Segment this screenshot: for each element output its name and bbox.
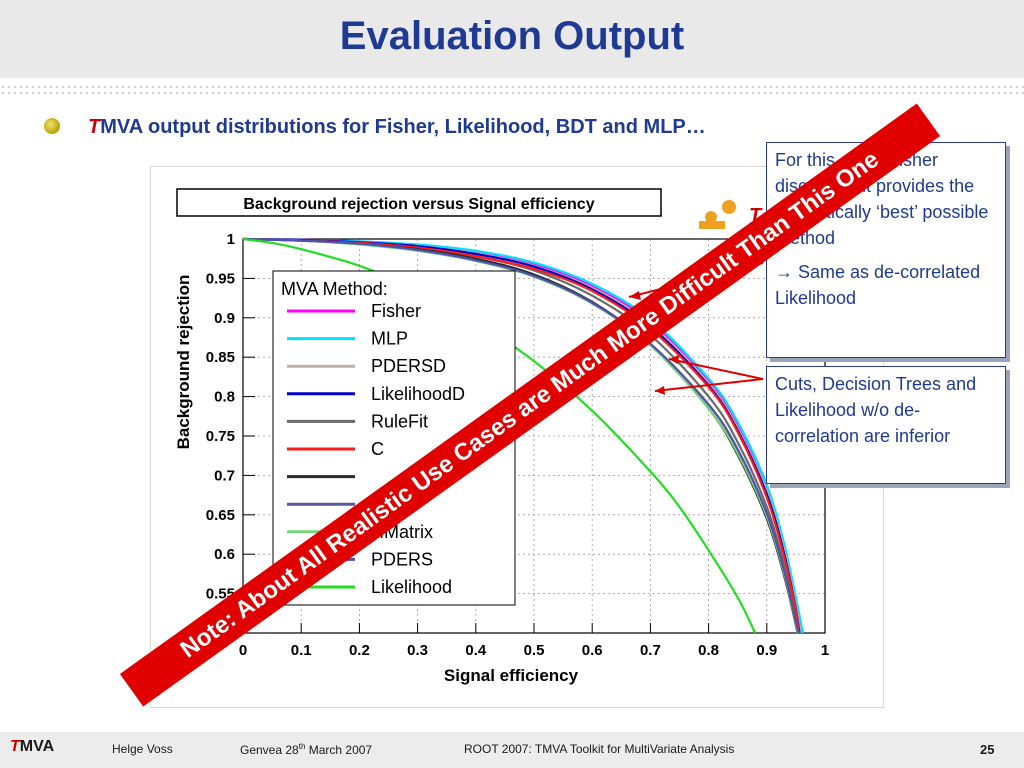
y-tick-label: 0.9 [214, 310, 235, 327]
x-tick-label: 0.3 [407, 642, 428, 659]
footer-date-sup: th [298, 742, 306, 751]
footer-date-rest: March 2007 [305, 743, 373, 757]
x-tick-label: 1 [821, 642, 829, 659]
x-tick-label: 0.6 [582, 642, 603, 659]
inferior-note-text: Cuts, Decision Trees and Likelihood w/o … [775, 374, 977, 446]
x-axis-label: Signal efficiency [444, 666, 579, 685]
x-tick-label: 0.5 [524, 642, 545, 659]
legend-label: Fisher [371, 301, 421, 321]
roc-curve-likelihood [242, 237, 757, 634]
footer-conference: ROOT 2007: TMVA Toolkit for MultiVariate… [464, 742, 735, 756]
x-tick-label: 0.1 [291, 642, 312, 659]
fisher-note-text2: Same as de-correlated Likelihood [775, 262, 981, 308]
y-axis-label: Background rejection [174, 275, 193, 450]
legend-label: LikelihoodD [371, 384, 465, 404]
x-tick-label: 0.8 [698, 642, 719, 659]
legend-label: PDERS [371, 549, 433, 569]
x-tick-label: 0.9 [756, 642, 777, 659]
fisher-note-line2: → Same as de-correlated Likelihood [775, 259, 997, 311]
x-tick-label: 0 [239, 642, 247, 659]
footer-bar [0, 732, 1024, 768]
dotted-divider [0, 84, 1024, 98]
y-tick-label: 0.95 [206, 270, 235, 287]
chart-title: Background rejection versus Signal effic… [243, 196, 594, 213]
chart-title-box [176, 188, 662, 217]
y-tick-label: 0.7 [214, 467, 235, 484]
legend-title: MVA Method: [281, 279, 388, 299]
y-tick-label: 0.85 [206, 349, 235, 366]
legend-label: MLP [371, 329, 408, 349]
legend-label: C [371, 439, 384, 459]
y-tick-label: 0.8 [214, 389, 235, 406]
bullet-icon [44, 118, 60, 134]
y-tick-label: 1 [227, 231, 235, 248]
title-band [0, 0, 1024, 78]
y-tick-label: 0.6 [214, 546, 235, 563]
inferior-note-box: Cuts, Decision Trees and Likelihood w/o … [766, 366, 1006, 484]
bullet-text-body: MVA output distributions for Fisher, Lik… [100, 116, 706, 138]
footer-author: Helge Voss [112, 742, 173, 756]
y-tick-label: 0.65 [206, 507, 235, 524]
footer-date: Genvea 28th March 2007 [240, 742, 372, 757]
footer-logo: TMVA [10, 738, 54, 756]
bullet-text: TMVA output distributions for Fisher, Li… [88, 116, 706, 139]
footer-logo-t: T [10, 738, 20, 755]
roc-chart: 00.10.20.30.40.50.60.70.80.910.50.550.60… [174, 188, 829, 685]
right-arrow-icon: → [775, 262, 793, 282]
page-title: Evaluation Output [339, 14, 685, 58]
x-tick-label: 0.4 [465, 642, 487, 659]
footer-logo-text: MVA [19, 738, 55, 755]
page-number: 25 [980, 742, 995, 757]
x-tick-label: 0.2 [349, 642, 370, 659]
legend-label: Likelihood [371, 577, 452, 597]
x-tick-label: 0.7 [640, 642, 661, 659]
legend-label: RuleFit [371, 411, 428, 431]
legend-label: PDERSD [371, 356, 446, 376]
footer-location: Genvea 28 [240, 743, 299, 757]
y-tick-label: 0.75 [206, 428, 235, 445]
t-letter: T [88, 116, 101, 138]
